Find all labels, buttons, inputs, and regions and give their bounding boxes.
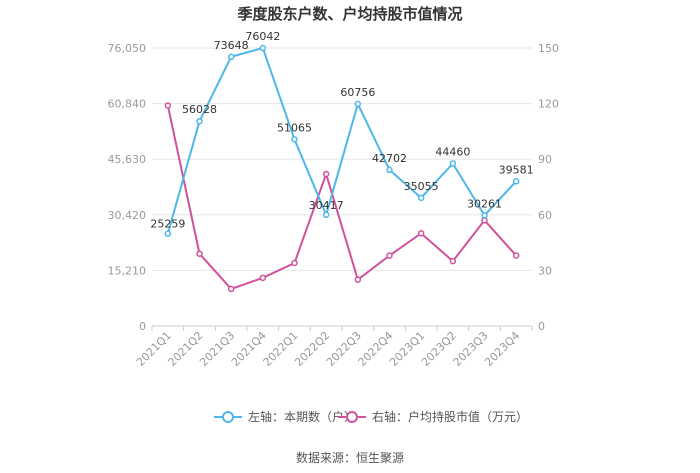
right-tick-label: 0 xyxy=(538,320,545,333)
data-label: 76042 xyxy=(245,30,280,43)
source-note: 数据来源：恒生聚源 xyxy=(296,450,404,465)
data-point[interactable] xyxy=(512,252,520,259)
right-axis: 0 30 60 90 120 150 xyxy=(538,42,559,333)
data-label: 56028 xyxy=(182,103,217,116)
legend-item-label[interactable]: 右轴：户均持股市值（万元） xyxy=(372,409,528,424)
data-point[interactable] xyxy=(354,276,362,283)
legend-item-label[interactable]: 左轴：本期数（户） xyxy=(248,409,356,424)
data-point[interactable] xyxy=(196,117,203,125)
right-tick-label: 30 xyxy=(538,264,552,277)
right-tick-label: 120 xyxy=(538,98,559,111)
data-point[interactable] xyxy=(322,211,330,219)
data-label: 60756 xyxy=(340,86,375,99)
right-tick-label: 90 xyxy=(538,153,552,166)
left-tick-label: 60,840 xyxy=(108,98,147,111)
data-label: 30261 xyxy=(467,197,502,210)
legend-swatch-marker xyxy=(222,411,234,423)
data-point[interactable] xyxy=(386,166,393,174)
data-label: 39581 xyxy=(499,163,534,176)
data-point[interactable] xyxy=(354,100,362,108)
data-point[interactable] xyxy=(417,194,425,202)
series-group xyxy=(164,44,520,293)
series-line-right xyxy=(166,105,517,291)
right-tick-label: 150 xyxy=(538,42,559,55)
left-axis: 0 15,210 30,420 45,630 60,840 76,050 xyxy=(108,42,147,333)
data-point[interactable] xyxy=(512,178,520,185)
data-label: 42702 xyxy=(372,152,407,165)
data-label: 30417 xyxy=(309,199,344,212)
chart-title: 季度股东户数、户均持股市值情况 xyxy=(237,5,462,23)
data-point[interactable] xyxy=(227,53,235,61)
data-label: 44460 xyxy=(435,145,470,158)
data-point[interactable] xyxy=(291,136,298,143)
data-point[interactable] xyxy=(164,230,172,237)
data-point[interactable] xyxy=(196,250,203,257)
data-label: 35055 xyxy=(404,180,439,193)
left-tick-label: 30,420 xyxy=(108,209,147,222)
left-tick-label: 15,210 xyxy=(108,264,147,277)
data-point[interactable] xyxy=(322,170,330,178)
legend-swatch-marker xyxy=(346,411,358,423)
data-point[interactable] xyxy=(481,212,488,219)
data-label: 25259 xyxy=(150,218,185,231)
data-point[interactable] xyxy=(386,252,393,259)
data-label: 73648 xyxy=(214,39,249,52)
right-tick-label: 60 xyxy=(538,209,552,222)
data-point[interactable] xyxy=(164,102,172,109)
legend[interactable]: 左轴：本期数（户） 右轴：户均持股市值（万元） xyxy=(214,409,528,424)
data-point[interactable] xyxy=(449,160,457,167)
data-label: 51065 xyxy=(277,121,312,134)
series-line-left xyxy=(166,46,517,234)
x-axis: 2021Q12021Q22021Q32021Q42022Q12022Q22022… xyxy=(134,325,533,369)
data-point[interactable] xyxy=(259,274,267,282)
x-tick-label: 2023Q4 xyxy=(482,329,522,369)
data-point[interactable] xyxy=(449,257,457,265)
left-tick-label: 76,050 xyxy=(108,42,147,55)
left-tick-label: 0 xyxy=(139,320,146,333)
data-point[interactable] xyxy=(227,285,235,293)
data-point[interactable] xyxy=(259,44,267,52)
data-point[interactable] xyxy=(417,230,425,237)
data-point[interactable] xyxy=(291,259,298,267)
left-tick-label: 45,630 xyxy=(108,153,147,166)
